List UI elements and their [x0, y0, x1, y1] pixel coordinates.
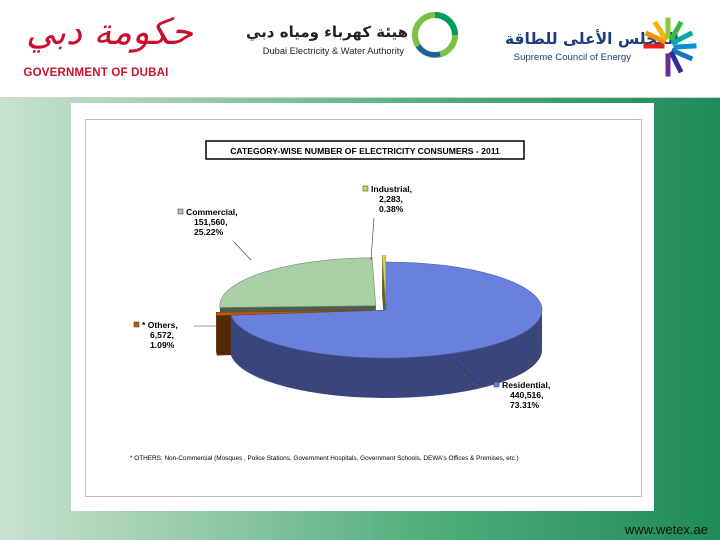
- leader-line-industrial: [370, 217, 375, 261]
- pie-slice-residential: [230, 261, 543, 359]
- slice-label-percent-others: 1.09%: [150, 340, 175, 350]
- slice-label-percent-commercial: 25.22%: [194, 227, 224, 237]
- sce-arabic-name: المجلس الأعلى للطاقة: [505, 30, 679, 48]
- slice-label-name-residential: Residential,: [502, 380, 550, 390]
- chart-title: CATEGORY-WISE NUMBER OF ELECTRICITY CONS…: [230, 146, 500, 156]
- sce-english-name: Supreme Council of Energy: [513, 52, 631, 63]
- slice-label-value-residential: 440,516,: [510, 390, 543, 400]
- chart-panel: CATEGORY-WISE NUMBER OF ELECTRICITY CONS…: [85, 119, 642, 497]
- legend-swatch-others: [133, 321, 140, 328]
- pie-slice-industrial: [381, 255, 387, 304]
- slice-label-name-others: * Others,: [142, 320, 178, 330]
- page-header: حكومة دبي GOVERNMENT OF DUBAI هيئة كهربا…: [0, 0, 720, 98]
- legend-swatch-commercial: [177, 208, 184, 215]
- legend-swatch-industrial: [362, 185, 369, 192]
- dewa-arabic-name: هيئة كهرباء ومياه دبي: [246, 23, 409, 41]
- pie-chart: CATEGORY-WISE NUMBER OF ELECTRICITY CONS…: [130, 140, 550, 462]
- leader-line-residential: [455, 361, 482, 387]
- pie-slice-commercial: [219, 257, 377, 308]
- legend-swatch-residential: [493, 381, 500, 388]
- slice-label-value-commercial: 151,560,: [194, 217, 227, 227]
- slice-label-value-industrial: 2,283,: [379, 194, 403, 204]
- pie-slice-edge-residential-0: [230, 310, 543, 398]
- chart-frame: CATEGORY-WISE NUMBER OF ELECTRICITY CONS…: [71, 103, 654, 511]
- slice-label-name-industrial: Industrial,: [371, 184, 412, 194]
- chart-title-box: [205, 140, 525, 160]
- chart-footnote: * OTHERS: Non-Commercial (Mosques , Poli…: [130, 455, 519, 462]
- dewa-english-name: Dubai Electricity & Water Authority: [262, 46, 404, 56]
- slice-label-percent-industrial: 0.38%: [379, 204, 404, 214]
- government-arabic-wordmark: حكومة دبي: [26, 12, 193, 53]
- sce-sunburst-icon: [643, 17, 697, 77]
- government-english-wordmark: GOVERNMENT OF DUBAI: [23, 67, 169, 79]
- dewa-ring-icon: [412, 12, 458, 58]
- footer-url: www.wetex.ae: [624, 522, 708, 537]
- leader-line-commercial: [233, 241, 252, 261]
- pie-marks: [215, 255, 543, 398]
- slice-label-value-others: 6,572,: [150, 330, 174, 340]
- pie-labels: Residential,440,516,73.31% * Others,6,572…: [133, 184, 550, 410]
- pie-slice-others: [215, 310, 373, 316]
- slice-label-name-commercial: Commercial,: [186, 207, 238, 217]
- pie-slice-edge-others-0: [216, 312, 217, 356]
- slice-label-percent-residential: 73.31%: [510, 400, 540, 410]
